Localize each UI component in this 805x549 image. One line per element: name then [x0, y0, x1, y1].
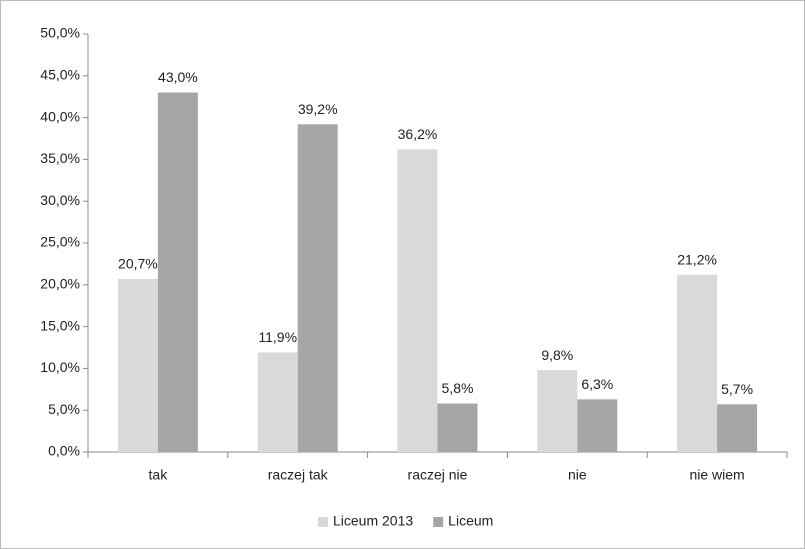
legend-swatch: [318, 517, 328, 527]
value-label: 9,8%: [541, 347, 573, 363]
y-tick-label: 25,0%: [40, 234, 80, 250]
value-label: 39,2%: [298, 101, 338, 117]
bar: [537, 370, 578, 452]
y-tick-label: 45,0%: [40, 67, 80, 83]
y-tick-label: 5,0%: [48, 401, 80, 417]
value-label: 43,0%: [158, 69, 198, 85]
y-tick-label: 30,0%: [40, 192, 80, 208]
bar: [257, 352, 298, 452]
x-tick-label: nie wiem: [689, 467, 744, 483]
bar: [717, 404, 758, 452]
bar: [577, 399, 618, 452]
value-label: 5,8%: [442, 380, 474, 396]
legend-swatch: [433, 517, 444, 527]
value-label: 36,2%: [398, 126, 438, 142]
y-tick-label: 10,0%: [40, 359, 80, 375]
bar: [437, 403, 478, 452]
y-tick-label: 20,0%: [40, 276, 80, 292]
y-tick-label: 15,0%: [40, 317, 80, 333]
y-tick-label: 40,0%: [40, 108, 80, 124]
x-tick-label: raczej nie: [408, 467, 468, 483]
y-tick-label: 0,0%: [48, 443, 80, 459]
y-tick-label: 35,0%: [40, 150, 80, 166]
value-label: 11,9%: [258, 329, 297, 345]
x-tick-label: nie: [568, 467, 587, 483]
value-label: 21,2%: [677, 251, 717, 267]
bar: [157, 92, 198, 453]
value-label: 5,7%: [721, 381, 753, 397]
value-label: 20,7%: [118, 256, 158, 272]
value-label: 6,3%: [581, 376, 613, 392]
bar: [117, 278, 158, 452]
bar: [677, 274, 718, 452]
bar: [397, 149, 438, 453]
x-tick-label: raczej tak: [268, 467, 329, 483]
y-tick-label: 50,0%: [40, 25, 80, 41]
bar: [297, 124, 338, 453]
x-tick-label: tak: [149, 467, 169, 483]
legend-label: Liceum 2013: [333, 513, 413, 529]
legend-label: Liceum: [448, 513, 493, 529]
